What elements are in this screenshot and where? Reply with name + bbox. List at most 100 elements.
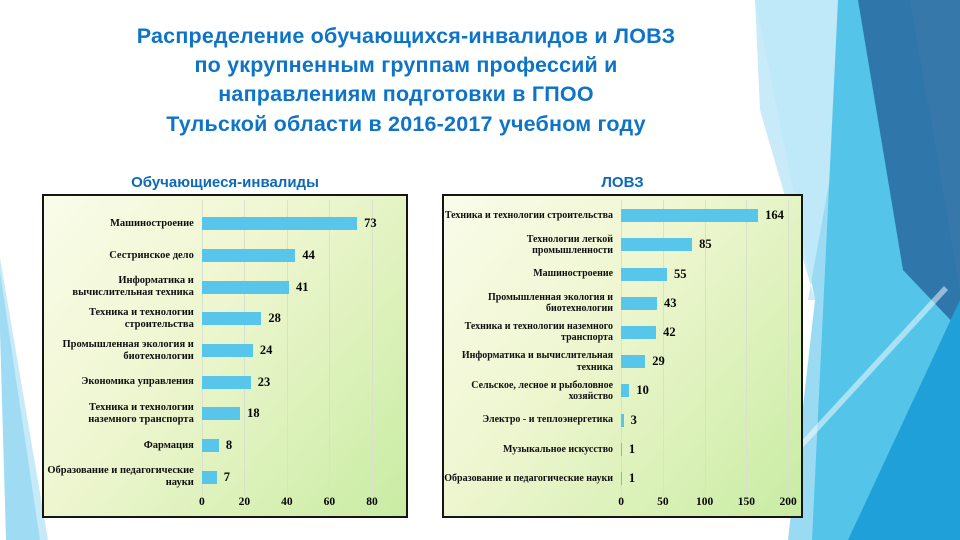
value-label: 28 <box>268 311 281 326</box>
value-label: 1 <box>628 441 636 456</box>
category-label: Информатика и вычислительная техника <box>461 350 614 373</box>
bar <box>201 470 217 484</box>
category-label: Электро - и теплоэнергетика <box>482 414 614 426</box>
gridline <box>329 200 331 495</box>
value-label: 24 <box>259 343 273 358</box>
category-label: Промышленная экология и биотехнологии <box>62 338 194 362</box>
value-label: 42 <box>663 324 676 339</box>
chart-title: Обучающиеся-инвалиды <box>131 174 319 191</box>
value-label: 29 <box>652 354 665 369</box>
bar <box>621 209 759 223</box>
bar-zone: 164 <box>621 201 801 230</box>
value-label: 55 <box>674 266 687 281</box>
bar-zone: 10 <box>621 376 801 405</box>
category-label: Информатика и вычислительная техника <box>72 275 194 299</box>
bar <box>621 238 693 252</box>
bar-row: Техника и технологии строительства 28 <box>44 303 406 335</box>
value-label: 164 <box>765 208 784 223</box>
value-label: 41 <box>296 279 309 294</box>
category-label: Технологии легкой промышленности <box>526 233 614 256</box>
value-label: 1 <box>628 470 636 485</box>
value-label: 8 <box>225 438 233 453</box>
bar-zone: 73 <box>201 208 406 240</box>
bar-zone: 43 <box>621 289 801 318</box>
bar-row: Техника и технологии наземного транспорт… <box>444 318 801 347</box>
bar-row: Машиностроение 55 <box>444 259 801 288</box>
category-label: Образование и педагогические науки <box>444 472 614 484</box>
bar <box>621 442 622 456</box>
gridline <box>788 200 790 495</box>
axis-tick-label: 200 <box>779 496 797 508</box>
bar <box>621 355 646 369</box>
bar-row: Техника и технологии наземного транспорт… <box>44 398 406 430</box>
category-label: Сельское, лесное и рыболовное хозяйство <box>471 379 614 402</box>
bar-zone: 85 <box>621 230 801 259</box>
axis-tick-label: 40 <box>281 496 293 508</box>
bar-row: Машиностроение 73 <box>44 208 406 240</box>
bar-zone: 55 <box>621 259 801 288</box>
gridline <box>286 200 288 495</box>
bar-zone: 42 <box>621 318 801 347</box>
value-label: 3 <box>630 412 637 427</box>
category-label: Техника и технологии строительства <box>88 307 194 330</box>
bar <box>621 267 667 281</box>
bar-plot: Машиностроение 73 Сестринское дело 44 Информ… <box>44 196 406 495</box>
bar-plot: Техника и технологии строительства 164 Тех… <box>444 196 801 495</box>
bar <box>201 249 296 262</box>
category-label: Экономика управления <box>81 376 194 388</box>
axis-tick-label: 60 <box>323 496 336 508</box>
bar-zone: 24 <box>201 335 406 367</box>
bar-zone: 44 <box>201 240 406 272</box>
bar-row: Информатика и вычислительная техника 29 <box>444 347 801 376</box>
bar-row: Информатика и вычислительная техника 41 <box>44 271 406 303</box>
bar-zone: 41 <box>201 271 406 303</box>
bar-row: Сестринское дело 44 <box>44 240 406 272</box>
axis-tick-label: 50 <box>657 496 669 508</box>
bar-row: Экономика управления 23 <box>44 366 406 398</box>
x-axis: 0 20 40 60 80 <box>44 495 406 516</box>
chart-plot-area: Машиностроение 73 Сестринское дело 44 Информ… <box>42 194 408 518</box>
category-label: Машиностроение <box>109 217 194 229</box>
bar-zone: 7 <box>201 461 406 493</box>
chart-students-with-disabilities: Обучающиеся-инвалиды Машиностроение 73 Сес… <box>42 172 408 518</box>
gridline <box>746 200 748 495</box>
bar-row: Фармация 8 <box>44 430 406 462</box>
bar <box>201 217 358 231</box>
bar-row: Музыкальное искусство 1 <box>444 435 801 464</box>
bar <box>621 471 622 485</box>
axis-tick-label: 150 <box>737 496 755 508</box>
bar-zone: 28 <box>201 303 406 335</box>
bar-zone: 8 <box>201 430 406 462</box>
bar-zone: 18 <box>201 398 406 430</box>
category-label: Сестринское дело <box>109 249 194 261</box>
axis-tick-label: 80 <box>366 496 378 508</box>
bar <box>201 439 219 453</box>
bar-row: Технологии легкой промышленности 85 <box>444 230 801 259</box>
value-label: 44 <box>302 248 315 262</box>
bar-row: Сельское, лесное и рыболовное хозяйство 1… <box>444 376 801 405</box>
bar-zone: 1 <box>621 464 801 493</box>
slide-title: Распределение обучающихся-инвалидов и ЛО… <box>136 24 676 136</box>
bar-row: Техника и технологии строительства 164 <box>444 201 801 230</box>
gridline <box>621 200 623 495</box>
category-label: Техника и технологии строительства <box>444 210 614 221</box>
chart-lovz: ЛОВЗ Техника и технологии строительства 1… <box>442 172 803 518</box>
axis-tick-label: 0 <box>198 496 205 508</box>
axis-tick-label: 100 <box>695 496 714 508</box>
category-label: Фармация <box>143 439 194 451</box>
bar-row: Промышленная экология и биотехнологии 24 <box>44 335 406 367</box>
value-label: 43 <box>663 295 677 310</box>
bar-zone: 29 <box>621 347 801 376</box>
category-label: Техника и технологии наземного транспорт… <box>88 402 194 425</box>
bar <box>201 280 290 294</box>
bar <box>201 312 262 326</box>
bar-row: Образование и педагогические науки 1 <box>444 464 801 493</box>
bar <box>621 413 624 427</box>
chart-title: ЛОВЗ <box>601 174 644 191</box>
category-label: Техника и технологии наземного транспорт… <box>464 321 614 344</box>
bar <box>621 384 630 398</box>
gridline <box>371 200 373 495</box>
chart-plot-area: Техника и технологии строительства 164 Тех… <box>442 194 803 518</box>
bar <box>201 344 253 358</box>
